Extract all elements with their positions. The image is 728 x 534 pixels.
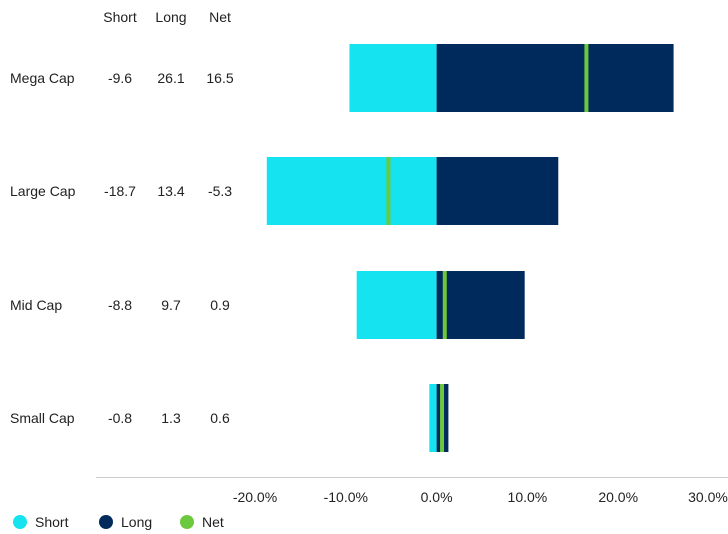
- chart-rows: Mega Cap -9.6 26.1 16.5 Large Cap -18.7 13.4 -5…: [10, 44, 674, 452]
- table-cell-long: 1.3: [161, 410, 181, 426]
- bar-long: [436, 44, 674, 112]
- bar-short: [349, 44, 437, 112]
- table-cell-long: 26.1: [157, 70, 184, 86]
- row-large-cap: Large Cap -18.7 13.4 -5.3: [10, 157, 559, 225]
- bar-long: [436, 271, 525, 339]
- legend-label: Long: [121, 514, 152, 530]
- x-tick-label: 0.0%: [421, 489, 453, 505]
- row-mid-cap: Mid Cap -8.8 9.7 0.9: [10, 271, 525, 339]
- row-small-cap: Small Cap -0.8 1.3 0.6: [10, 384, 449, 452]
- marker-net: [442, 271, 447, 339]
- table-cell-short: -8.8: [108, 297, 132, 313]
- bar-short: [266, 157, 437, 225]
- x-axis-ticks: -20.0% -10.0% 0.0% 10.0% 20.0% 30.0%: [233, 489, 728, 505]
- table-cell-net: 16.5: [206, 70, 233, 86]
- category-label: Mega Cap: [10, 70, 75, 86]
- legend-item-long[interactable]: Long: [99, 514, 152, 530]
- category-label: Large Cap: [10, 183, 76, 199]
- x-tick-label: 30.0%: [688, 489, 728, 505]
- category-label: Mid Cap: [10, 297, 62, 313]
- marker-net: [440, 384, 445, 452]
- legend-item-net[interactable]: Net: [180, 514, 224, 530]
- row-mega-cap: Mega Cap -9.6 26.1 16.5: [10, 44, 674, 112]
- table-cell-long: 13.4: [157, 183, 184, 199]
- column-header-short: Short: [103, 9, 137, 25]
- table-cell-short: -0.8: [108, 410, 132, 426]
- legend-label: Net: [202, 514, 224, 530]
- x-tick-label: -20.0%: [233, 489, 277, 505]
- legend-swatch: [99, 515, 113, 529]
- table-cell-net: 0.9: [210, 297, 230, 313]
- table-cell-long: 9.7: [161, 297, 181, 313]
- marker-net: [386, 157, 391, 225]
- legend: Short Long Net: [13, 514, 224, 530]
- legend-swatch: [180, 515, 194, 529]
- table-cell-net: -5.3: [208, 183, 232, 199]
- table-header: Short Long Net: [103, 9, 231, 25]
- table-cell-short: -9.6: [108, 70, 132, 86]
- bar-long: [436, 157, 559, 225]
- bar-short: [356, 271, 437, 339]
- category-label: Small Cap: [10, 410, 75, 426]
- table-cell-net: 0.6: [210, 410, 230, 426]
- x-tick-label: 10.0%: [508, 489, 548, 505]
- column-header-net: Net: [209, 9, 231, 25]
- column-header-long: Long: [155, 9, 186, 25]
- legend-item-short[interactable]: Short: [13, 514, 69, 530]
- bar-short: [429, 384, 437, 452]
- legend-label: Short: [35, 514, 69, 530]
- table-cell-short: -18.7: [104, 183, 136, 199]
- x-tick-label: -10.0%: [324, 489, 368, 505]
- x-tick-label: 20.0%: [598, 489, 638, 505]
- marker-net: [584, 44, 589, 112]
- legend-swatch: [13, 515, 27, 529]
